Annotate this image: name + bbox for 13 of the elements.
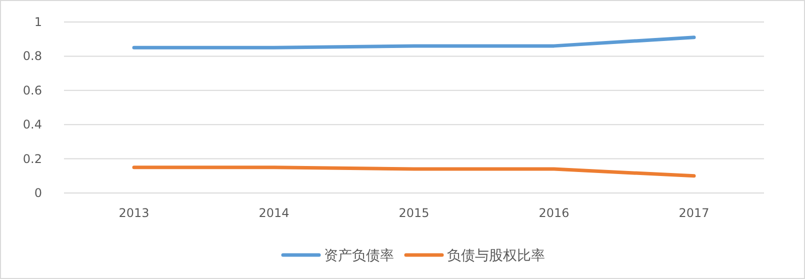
legend-label: 负债与股权比率 <box>447 248 545 264</box>
y-tick-label: 0.8 <box>22 49 42 64</box>
x-tick-label: 2014 <box>258 206 290 220</box>
x-tick-label: 2013 <box>118 206 150 220</box>
y-tick-label: 0.4 <box>22 118 42 132</box>
x-tick-label: 2017 <box>678 206 710 220</box>
y-tick-label: 0 <box>34 186 42 200</box>
y-tick-label: 1 <box>34 15 42 29</box>
x-tick-label: 2016 <box>538 206 570 220</box>
y-tick-label: 0.2 <box>22 152 42 166</box>
x-tick-label: 2015 <box>398 206 430 220</box>
y-tick-label: 0.6 <box>22 83 42 98</box>
legend-label: 资产负债率 <box>324 248 394 264</box>
